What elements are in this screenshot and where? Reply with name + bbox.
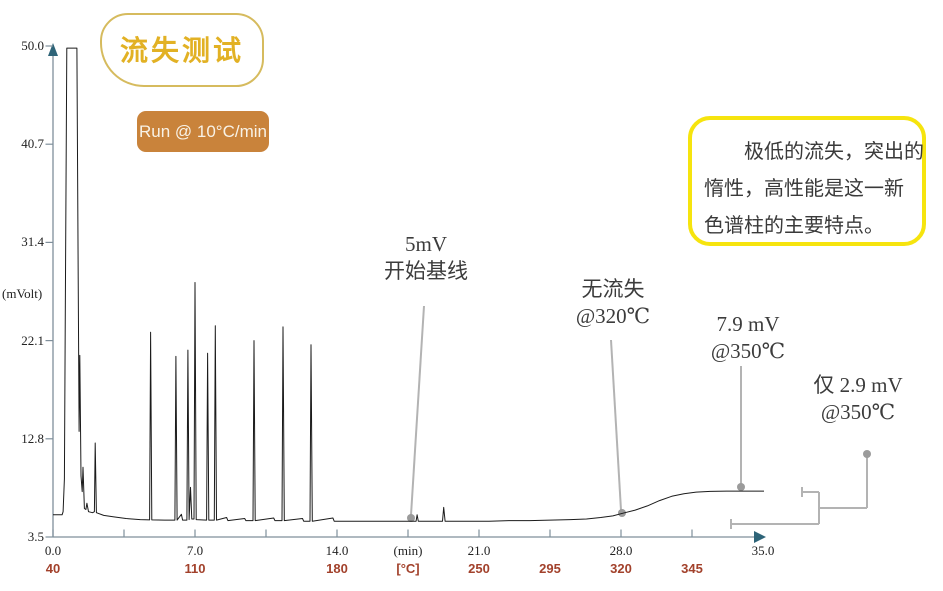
y-axis-unit-label: (mVolt) (2, 286, 43, 301)
x-tick-label: (min) (393, 543, 423, 558)
leader-line (410, 305, 425, 516)
annotation-only-2-9mv: 仅 2.9 mV @350℃ (813, 372, 902, 426)
annotation-start-baseline-line1: 5mV (405, 232, 447, 256)
leader-dot (407, 514, 415, 522)
x-tick-label: 35.0 (751, 543, 775, 558)
x-axis-arrow-icon (754, 531, 766, 543)
y-tick-label: 50.0 (21, 38, 44, 53)
temperature-tick-label: 295 (539, 561, 561, 576)
annotation-7-9mv-line1: 7.9 mV (716, 312, 780, 336)
callout-line-1: 极低的流失，突出的 (744, 141, 924, 163)
annotation-no-bleed: 无流失 @320℃ (576, 276, 650, 330)
annotation-7-9mv-line2: @350℃ (710, 339, 786, 363)
annotation-only-2-9mv-line2: @350℃ (820, 400, 896, 424)
y-axis-arrow-icon (48, 43, 58, 56)
annotation-only-2-9mv-line1: 仅 2.9 mV (813, 373, 903, 397)
title-badge: 流失测试 (100, 13, 264, 87)
y-tick-label: 40.7 (21, 136, 44, 152)
temperature-tick-label: [°C] (396, 561, 420, 576)
callout-line-3: 色谱柱的主要特点。 (704, 215, 884, 237)
chromatogram-trace (53, 47, 764, 522)
annotation-no-bleed-line1: 无流失 (581, 277, 645, 301)
x-tick-label: 0.0 (44, 543, 62, 558)
x-tick-label: 7.0 (186, 543, 204, 558)
x-tick-label: 21.0 (467, 543, 491, 558)
page-title: 流失测试 (119, 35, 244, 66)
temperature-tick-label: 345 (681, 561, 703, 576)
run-rate-badge: Run @ 10°C/min (137, 111, 269, 152)
temperature-tick-label: 320 (610, 561, 632, 576)
x-tick-label: 28.0 (609, 543, 633, 558)
annotation-no-bleed-line2: @320℃ (575, 304, 651, 328)
callout-box: 极低的流失，突出的 惰性，高性能是这一新 色谱柱的主要特点。 (688, 116, 926, 246)
leader-dot (737, 483, 745, 491)
y-tick-label: 12.8 (21, 430, 44, 446)
y-tick-label: 22.1 (21, 332, 44, 348)
temperature-tick-label: 110 (184, 561, 206, 576)
annotation-start-baseline-line2: 开始基线 (384, 259, 468, 283)
leader-line (610, 339, 622, 511)
y-tick-label: 31.4 (21, 234, 44, 250)
bracket-dot (863, 450, 871, 458)
annotation-7-9mv: 7.9 mV @350℃ (711, 311, 785, 365)
y-tick-label: 3.5 (27, 529, 44, 544)
temperature-tick-label: 180 (326, 561, 348, 576)
temperature-tick-label: 40 (45, 561, 61, 576)
temperature-tick-label: 250 (468, 561, 490, 576)
x-tick-label: 14.0 (325, 543, 349, 558)
callout-line-2: 惰性，高性能是这一新 (704, 178, 904, 200)
annotation-start-baseline: 5mV 开始基线 (384, 231, 468, 285)
